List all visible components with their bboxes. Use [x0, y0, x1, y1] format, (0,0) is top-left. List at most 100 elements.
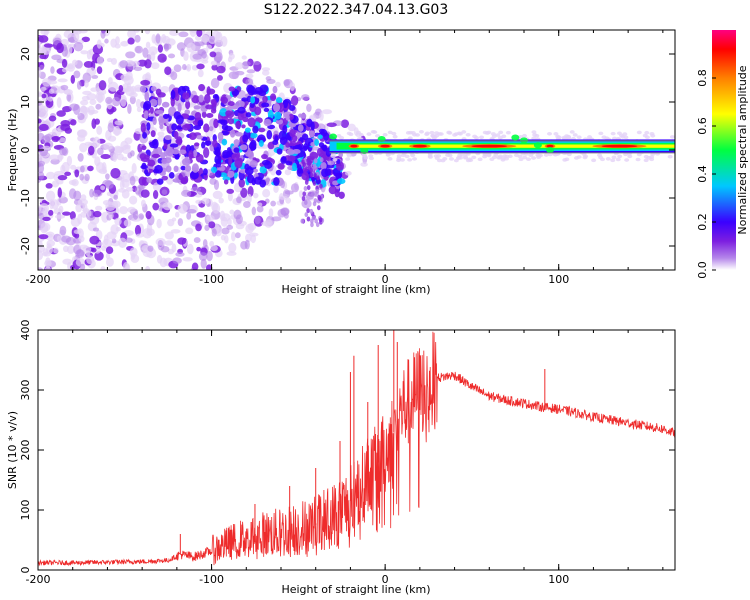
heatmap-cell	[86, 255, 95, 265]
bottom-x-tick-label: 0	[382, 573, 389, 586]
heatmap-cell	[184, 175, 189, 184]
heatmap-cell	[140, 189, 150, 198]
heatmap-cells	[38, 30, 675, 270]
heatmap-cell	[39, 109, 48, 119]
heatmap-cell	[156, 178, 164, 185]
heatmap-cell	[303, 200, 308, 206]
heatmap-cell	[196, 246, 202, 252]
heatmap-cell	[244, 167, 254, 176]
heatmap-cell	[173, 165, 179, 173]
heatmap-cell	[181, 124, 191, 131]
snr-series-line	[38, 331, 675, 567]
heatmap-cell	[78, 235, 85, 243]
heatmap-cell	[56, 42, 64, 54]
heatmap-cell	[491, 134, 497, 139]
heatmap-cell	[114, 43, 121, 49]
heatmap-cell	[38, 234, 49, 240]
heatmap-cell	[344, 170, 352, 176]
heatmap-cell	[57, 174, 68, 181]
heatmap-cell	[177, 218, 184, 227]
heatmap-cell	[92, 189, 103, 198]
heatmap-cell	[38, 49, 47, 55]
heatmap-cell	[262, 95, 268, 103]
heatmap-cell	[161, 175, 168, 181]
heatmap-cell	[410, 131, 416, 135]
heatmap-cell	[233, 139, 240, 147]
heatmap-cell	[461, 130, 467, 134]
heatmap-cell	[511, 134, 520, 141]
heatmap-cell	[273, 176, 280, 186]
heatmap-cell	[190, 30, 198, 34]
heatmap-cell	[368, 156, 374, 161]
heatmap-cell	[598, 131, 604, 136]
heatmap-cell	[284, 190, 294, 195]
heatmap-cell	[385, 153, 391, 157]
heatmap-cell	[100, 266, 106, 270]
heatmap-cell	[303, 186, 308, 192]
heatmap-cell	[157, 44, 164, 53]
heatmap-cell	[38, 118, 42, 124]
heatmap-cell	[184, 165, 192, 172]
heatmap-cell	[336, 134, 342, 138]
heatmap-cell	[64, 171, 72, 177]
heatmap-cell	[314, 138, 320, 147]
heatmap-cell	[243, 201, 251, 209]
heatmap-cell	[220, 97, 226, 103]
heatmap-cell	[147, 159, 156, 167]
heatmap-cell	[268, 208, 274, 218]
heatmap-cell	[513, 153, 519, 158]
heatmap-cell	[47, 96, 54, 102]
heatmap-cell	[38, 267, 43, 270]
heatmap-cell	[204, 224, 210, 231]
heatmap-cell	[201, 34, 210, 43]
bottom-y-tick-label: 100	[19, 500, 32, 521]
top-y-tick-label: -20	[19, 237, 32, 255]
heatmap-cell	[296, 131, 301, 140]
heatmap-cell	[249, 101, 255, 109]
heatmap-cell	[265, 76, 272, 81]
heatmap-cell	[284, 169, 292, 176]
heatmap-cell	[463, 155, 469, 159]
heatmap-cell	[164, 231, 174, 240]
heatmap-cell	[314, 165, 318, 171]
heatmap-cell	[465, 132, 471, 137]
heatmap-cell	[240, 240, 248, 250]
heatmap-cell	[644, 130, 650, 135]
heatmap-cell	[247, 193, 252, 204]
heatmap-cell	[278, 130, 287, 141]
heatmap-cell	[165, 165, 172, 173]
heatmap-cell	[113, 125, 121, 137]
heatmap-cell	[667, 154, 673, 159]
heatmap-cell	[532, 133, 538, 137]
heatmap-cell	[201, 59, 209, 64]
figure-title: S122.2022.347.04.13.G03	[264, 2, 449, 18]
heatmap-cell	[615, 157, 621, 162]
top-x-axis-label: Height of straight line (km)	[281, 283, 430, 296]
bottom-x-tick-label: 100	[548, 573, 569, 586]
heatmap-cell	[211, 64, 218, 71]
heatmap-cell	[500, 158, 506, 162]
heatmap-cell	[543, 153, 549, 157]
heatmap-cell	[318, 217, 323, 223]
heatmap-cell	[51, 127, 62, 137]
heatmap-cell	[40, 86, 47, 92]
heatmap-cell	[79, 173, 85, 181]
heatmap-cell	[338, 152, 344, 158]
heatmap-cell	[587, 135, 593, 139]
heatmap-cell	[61, 67, 68, 73]
heatmap-cell	[164, 134, 172, 141]
heatmap-cell	[224, 125, 233, 132]
heatmap-cell	[205, 264, 213, 270]
heatmap-cell	[306, 208, 310, 214]
heatmap-cell	[427, 155, 433, 159]
heatmap-cell	[227, 117, 235, 125]
heatmap-cell	[181, 158, 191, 166]
heatmap-cell	[202, 239, 208, 248]
heatmap-cell	[254, 215, 261, 225]
heatmap-cell	[251, 206, 257, 216]
heatmap-cell	[69, 211, 76, 220]
heatmap-cell	[186, 42, 196, 53]
heatmap-cell	[437, 132, 443, 136]
heatmap-cell	[127, 37, 135, 45]
